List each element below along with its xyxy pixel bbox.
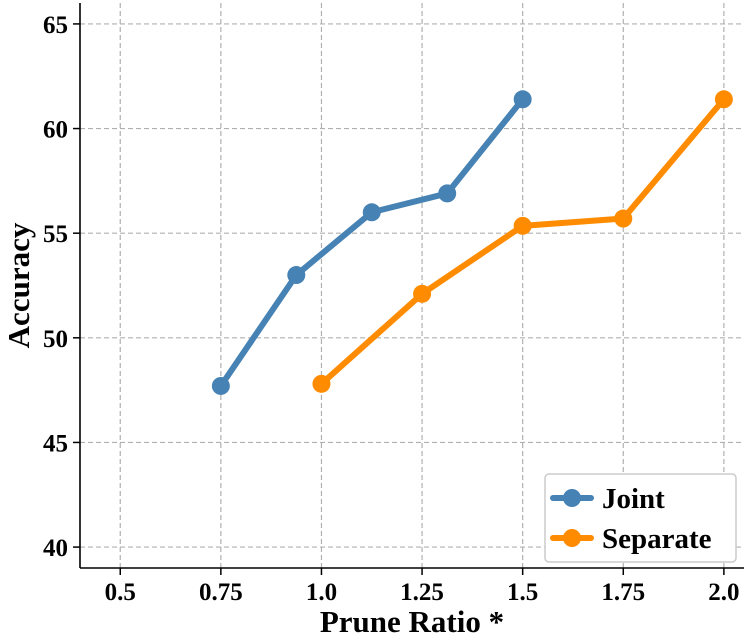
legend-label-separate: Separate [602,523,712,555]
legend-label-joint: Joint [602,483,665,515]
data-point-joint [287,266,306,285]
x-tick-label: 1.75 [601,579,645,606]
legend-marker-joint [563,489,581,507]
data-point-separate [413,284,432,303]
series [211,90,733,395]
legend-marker-separate [563,529,581,547]
data-point-joint [513,90,532,109]
x-tick-label: 0.5 [105,579,136,606]
data-point-separate [614,209,633,228]
y-tick-label: 55 [43,221,68,248]
x-tick-label: 1.0 [306,579,337,606]
y-tick-label: 45 [43,430,68,457]
x-tick-label: 1.25 [400,579,444,606]
y-tick-label: 60 [43,117,68,144]
x-axis-title: Prune Ratio * [320,604,504,637]
x-tick-label: 0.75 [199,579,243,606]
data-point-separate [513,216,532,235]
axes [79,3,744,569]
y-tick-label: 40 [43,535,68,562]
data-point-joint [438,184,457,203]
y-tick-label: 50 [43,326,68,353]
legend: Joint Separate [544,473,737,563]
x-tick-label: 1.5 [507,579,538,606]
ticks: 0.5 0.75 1.0 1.25 1.5 1.75 2.0 40 45 50 55 60 65 [43,12,740,606]
data-point-joint [362,203,381,222]
data-point-separate [312,374,331,393]
x-tick-label: 2.0 [708,579,739,606]
y-axis-title: Accuracy [1,222,36,348]
y-tick-label: 65 [43,12,68,39]
data-point-separate [714,90,733,109]
series-line-joint [217,96,526,389]
data-point-joint [211,376,230,395]
